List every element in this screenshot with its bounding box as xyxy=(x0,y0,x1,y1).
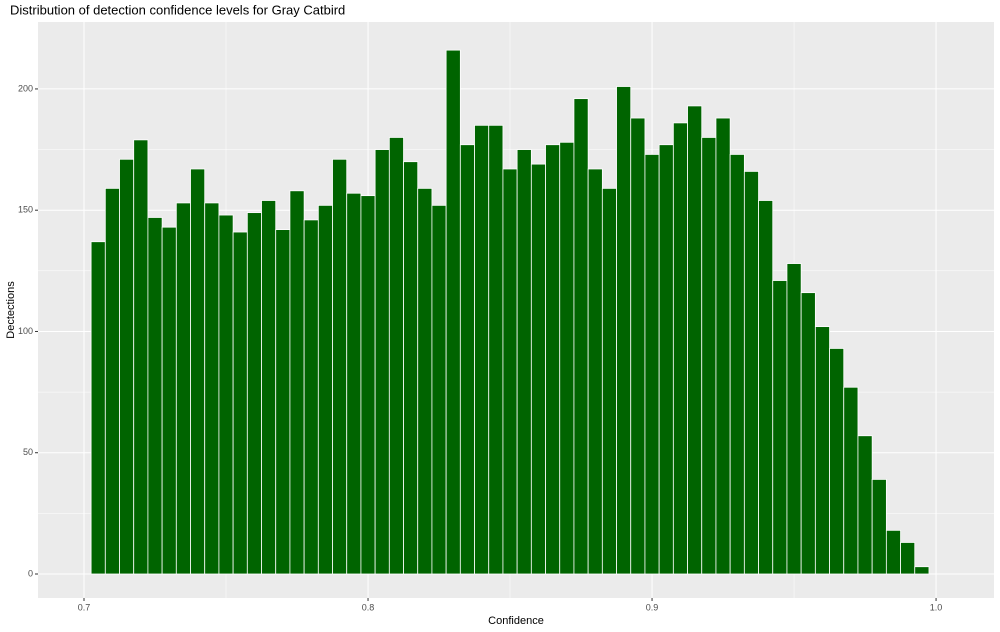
bar xyxy=(403,161,419,575)
bar xyxy=(601,187,617,575)
bar xyxy=(885,529,901,575)
y-tick-label: 100 xyxy=(18,326,33,336)
bar xyxy=(715,117,731,575)
bar xyxy=(175,202,191,575)
bar xyxy=(800,292,816,575)
chart-title: Distribution of detection confidence lev… xyxy=(10,2,345,17)
bar xyxy=(431,204,447,575)
x-tick-label: 1.0 xyxy=(930,602,943,612)
bar xyxy=(758,200,774,575)
x-axis-label: Confidence xyxy=(488,615,544,627)
bar xyxy=(900,542,916,575)
bar xyxy=(829,348,845,575)
bar xyxy=(246,212,262,575)
bar xyxy=(644,154,660,575)
y-tick-label: 150 xyxy=(18,205,33,215)
bar xyxy=(530,163,546,575)
bar xyxy=(289,190,305,575)
bar xyxy=(133,139,149,575)
bar xyxy=(786,263,802,575)
bar xyxy=(857,435,873,575)
bar xyxy=(559,141,575,575)
bar xyxy=(346,192,362,575)
bar xyxy=(147,217,163,575)
bar xyxy=(914,566,930,575)
bar xyxy=(90,241,106,575)
bar xyxy=(729,154,745,575)
bar xyxy=(374,149,390,575)
bar xyxy=(317,204,333,575)
x-tick-label: 0.7 xyxy=(78,602,91,612)
bar xyxy=(332,158,348,575)
bar xyxy=(190,168,206,575)
bar xyxy=(119,158,135,575)
y-tick-label: 200 xyxy=(18,83,33,93)
y-tick-label: 0 xyxy=(28,568,33,578)
bar xyxy=(843,386,859,575)
bar xyxy=(232,231,248,575)
bar xyxy=(360,195,376,575)
bar xyxy=(161,226,177,575)
x-tick-label: 0.8 xyxy=(362,602,375,612)
bar xyxy=(630,117,646,575)
bar xyxy=(545,144,561,575)
bar xyxy=(275,229,291,575)
bar xyxy=(474,124,490,575)
bar xyxy=(871,479,887,575)
bar xyxy=(772,280,788,575)
y-tick-label: 50 xyxy=(23,447,33,457)
bar xyxy=(104,187,120,575)
bar xyxy=(587,168,603,575)
bar xyxy=(204,202,220,575)
bar xyxy=(658,144,674,575)
bar xyxy=(502,168,518,575)
bar xyxy=(488,124,504,575)
x-tick-label: 0.9 xyxy=(646,602,659,612)
bar xyxy=(445,49,461,575)
bar xyxy=(261,200,277,575)
bar xyxy=(459,144,475,575)
bar xyxy=(516,149,532,575)
bar xyxy=(616,86,632,575)
y-axis-label: Dectections xyxy=(5,281,17,339)
bar xyxy=(672,122,688,575)
bar xyxy=(303,219,319,575)
bar xyxy=(573,98,589,575)
bar xyxy=(687,105,703,575)
bar xyxy=(701,137,717,575)
bar xyxy=(218,214,234,575)
bar xyxy=(417,187,433,575)
bar xyxy=(814,326,830,575)
bar xyxy=(743,170,759,575)
bar xyxy=(388,137,404,575)
